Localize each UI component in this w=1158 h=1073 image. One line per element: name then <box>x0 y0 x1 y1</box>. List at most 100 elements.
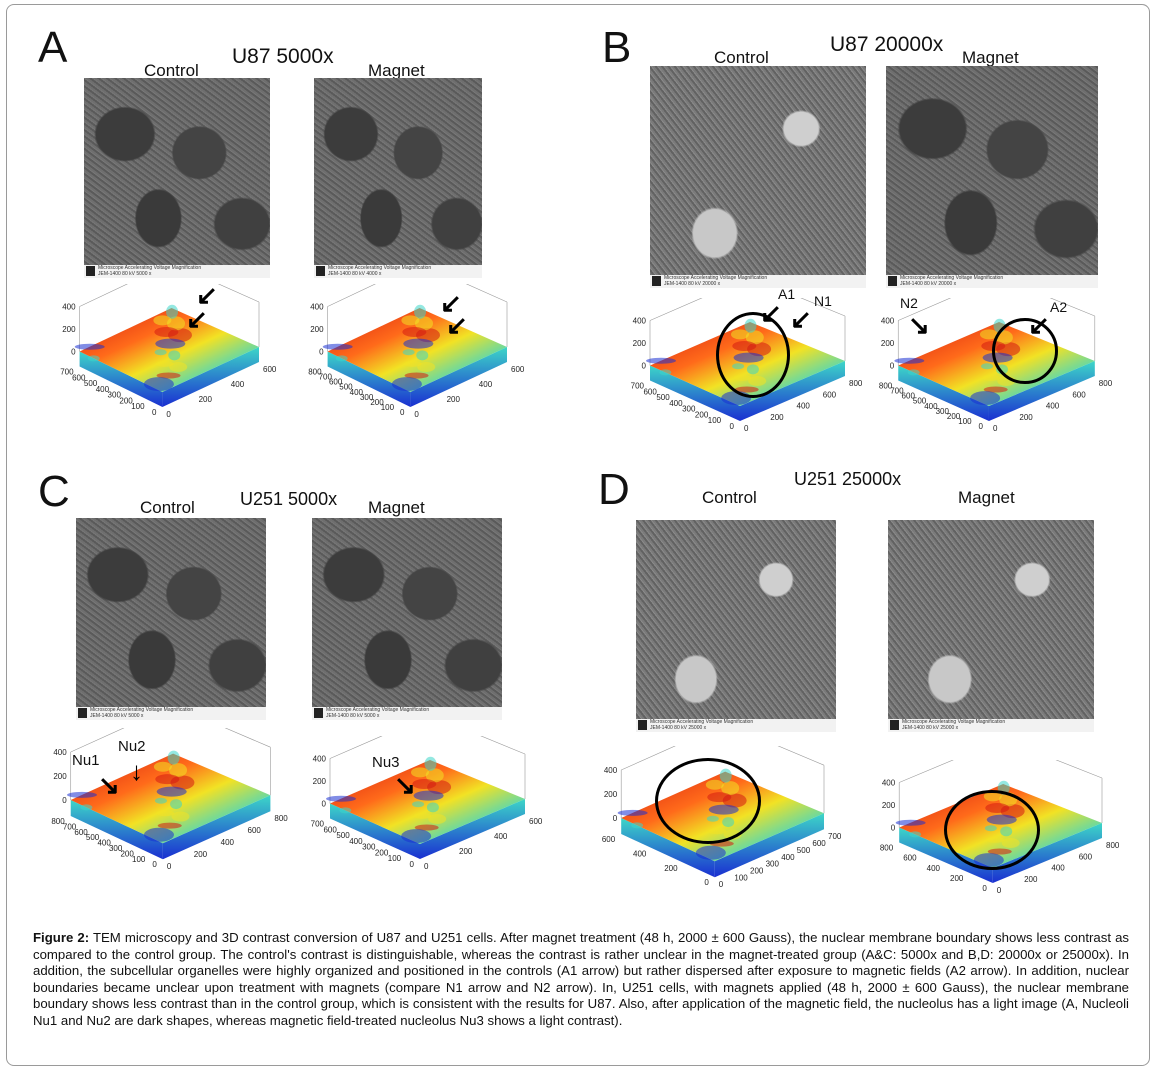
x-tick-label: 600 <box>1079 852 1093 861</box>
surface-texture <box>143 377 174 392</box>
z-tick-label: 400 <box>62 303 76 312</box>
z-tick-label: 200 <box>62 325 76 334</box>
z-tick-label: 200 <box>310 325 324 334</box>
y-tick-label: 500 <box>913 397 927 406</box>
surface-texture <box>401 315 420 326</box>
tem-info-bar: Microscope Accelerating Voltage Magnific… <box>314 265 482 278</box>
y-tick-label: 300 <box>108 391 122 400</box>
frame-line <box>419 262 508 303</box>
x-tick-label: 0 <box>424 862 429 871</box>
x-tick-label: 400 <box>221 838 235 847</box>
frame-line <box>327 262 420 307</box>
y-tick-label: 500 <box>339 383 353 392</box>
caption-label: Figure 2: <box>33 930 90 945</box>
y-tick-label: 300 <box>109 844 123 853</box>
y-tick-label: 0 <box>410 860 415 869</box>
figure-frame <box>6 4 1150 1066</box>
surface-side-right <box>714 813 824 878</box>
x-tick-label: 200 <box>750 866 764 875</box>
x-tick-label: 700 <box>828 832 842 841</box>
panel-a-magnet-tem-image: Microscope Accelerating Voltage Magnific… <box>314 78 482 278</box>
panel-a-control-tem-image: Microscope Accelerating Voltage Magnific… <box>84 78 270 278</box>
surface-texture <box>168 350 181 361</box>
y-tick-label: 600 <box>323 825 337 834</box>
y-tick-label: 100 <box>388 854 402 863</box>
surface-top <box>327 308 507 392</box>
surface-texture <box>424 756 437 771</box>
panel-a-control-3d-plot: 0 200 400 0 100 200 300 400 500 600 700 0 200 400 600 <box>52 262 282 434</box>
tem-info-bar: Microscope Accelerating Voltage Magnific… <box>888 719 1094 732</box>
z-tick-label: 400 <box>633 317 647 326</box>
surface-texture <box>659 369 672 376</box>
panel-letter-d: D <box>598 465 630 514</box>
y-tick-label: 0 <box>730 422 735 431</box>
surface-top <box>79 308 259 392</box>
z-tick-label: 0 <box>62 796 67 805</box>
frame-line <box>725 723 825 766</box>
surface-texture <box>166 304 179 319</box>
x-tick-label: 0 <box>719 880 724 889</box>
surface-plot-svg: 0200400010020030040050060070080002004006… <box>51 705 288 871</box>
tem-info-bar: Microscope Accelerating Voltage Magnific… <box>84 265 270 278</box>
surface-texture <box>970 391 1001 406</box>
surface-texture <box>155 774 180 785</box>
arrow-marker: ↙ <box>790 304 812 334</box>
surface-side-right <box>162 795 271 860</box>
x-tick-label: 600 <box>248 826 262 835</box>
z-tick-label: 200 <box>53 772 67 781</box>
surface-side-right <box>740 361 845 421</box>
panel-b-magnet-tem-image: Microscope Accelerating Voltage Magnific… <box>886 66 1098 288</box>
y-tick-label: 400 <box>97 839 111 848</box>
circle-marker-a1 <box>716 312 790 398</box>
z-tick-label: 200 <box>633 339 647 348</box>
arrow-marker: ↙ <box>440 288 462 318</box>
surface-texture <box>414 304 427 319</box>
y-tick-label: 500 <box>336 831 350 840</box>
surface-texture <box>154 326 179 337</box>
x-tick-label: 600 <box>812 839 826 848</box>
arrow-marker: ↙ <box>186 304 208 334</box>
frame-line <box>429 714 526 755</box>
annotation-nu1: Nu1 <box>72 752 100 769</box>
y-tick-label: 400 <box>924 402 938 411</box>
arrow-marker: ↘ <box>908 310 930 340</box>
surface-texture <box>167 750 180 765</box>
surface-texture <box>74 343 105 350</box>
y-tick-label: 800 <box>879 382 893 391</box>
surface-texture <box>155 360 174 367</box>
surface-plot-svg: 0200400010020030040050060070080002004006… <box>308 262 525 419</box>
surface-texture <box>413 812 432 819</box>
y-tick-label: 400 <box>633 849 647 858</box>
x-tick-label: 0 <box>414 410 419 419</box>
surface-texture <box>157 822 182 829</box>
x-tick-label: 0 <box>997 886 1002 895</box>
surface-texture <box>695 845 726 860</box>
x-tick-label: 400 <box>1051 864 1065 873</box>
annotation-nu2: Nu2 <box>118 738 146 755</box>
surface-texture <box>156 372 181 379</box>
annotation-nu3: Nu3 <box>372 754 400 771</box>
y-tick-label: 300 <box>360 393 374 402</box>
x-tick-label: 800 <box>849 379 863 388</box>
annotation-a1: A1 <box>778 286 796 302</box>
y-tick-label: 300 <box>362 843 376 852</box>
surface-texture <box>412 778 437 789</box>
y-tick-label: 200 <box>947 412 961 421</box>
surface-texture <box>154 797 167 804</box>
x-tick-label: 200 <box>1019 413 1033 422</box>
y-tick-label: 0 <box>979 422 984 431</box>
surface-texture <box>87 355 100 362</box>
surface-texture <box>428 813 447 824</box>
surface-side-left <box>898 365 989 421</box>
surface-texture <box>414 824 439 831</box>
y-tick-label: 800 <box>308 368 322 377</box>
surface-side-left <box>650 365 740 421</box>
tem-info-bar: Microscope Accelerating Voltage Magnific… <box>76 707 266 720</box>
y-tick-label: 0 <box>152 408 157 417</box>
annotation-a2: A2 <box>1050 299 1068 315</box>
x-tick-label: 400 <box>781 853 795 862</box>
z-tick-label: 0 <box>642 362 647 371</box>
circle-marker-d-control <box>655 758 761 844</box>
panel-c-control-3d-plot: 0 200 400 0 100 200 300 400 500 600 700 800 0 200 400 6… <box>40 705 296 888</box>
surface-side-right <box>988 361 1095 421</box>
